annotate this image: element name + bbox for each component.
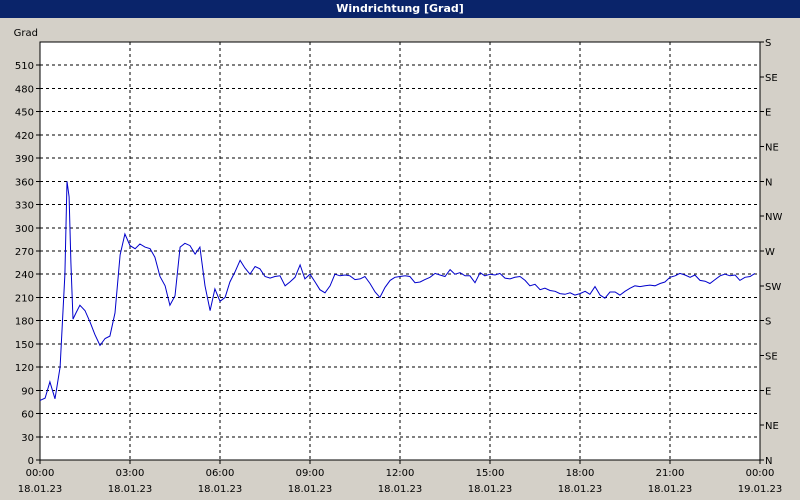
left-tick-label: 120 xyxy=(15,363,34,374)
x-tick-date: 18.01.23 xyxy=(558,484,603,495)
left-tick-label: 420 xyxy=(15,131,34,142)
left-tick-label: 240 xyxy=(15,270,34,281)
left-tick-label: 270 xyxy=(15,247,34,258)
right-tick-label: S xyxy=(765,317,771,328)
left-tick-label: 210 xyxy=(15,293,34,304)
right-tick-label: SW xyxy=(765,282,781,293)
x-tick-time: 09:00 xyxy=(296,468,325,479)
right-tick-label: W xyxy=(765,247,775,258)
x-tick-time: 03:00 xyxy=(116,468,145,479)
left-tick-label: 90 xyxy=(21,386,34,397)
x-tick-time: 21:00 xyxy=(656,468,685,479)
x-tick-time: 15:00 xyxy=(476,468,505,479)
series-line xyxy=(39,181,756,401)
x-axis: 00:00 18.01.23 03:00 18.01.23 06:00 18.01.23 0… xyxy=(18,460,783,495)
x-tick-time: 00:00 xyxy=(746,468,775,479)
right-tick-label: E xyxy=(765,108,771,119)
left-axis: 0 30 60 90 120 150 180 210 240 270 300 330 360 390 420… xyxy=(15,61,40,467)
left-tick-label: 180 xyxy=(15,317,34,328)
right-tick-label: SE xyxy=(765,73,778,84)
right-tick-label: NW xyxy=(765,212,782,223)
x-tick-date: 18.01.23 xyxy=(378,484,423,495)
left-tick-label: 330 xyxy=(15,201,34,212)
x-tick-time: 18:00 xyxy=(566,468,595,479)
left-tick-label: 60 xyxy=(21,410,34,421)
x-tick-date: 19.01.23 xyxy=(738,484,783,495)
window-title: Windrichtung [Grad] xyxy=(0,0,800,18)
right-tick-label: NE xyxy=(765,143,779,154)
wind-direction-chart: 0 30 60 90 120 150 180 210 240 270 300 330 360 390 420… xyxy=(0,18,800,500)
right-tick-label: N xyxy=(765,177,772,188)
left-tick-label: 300 xyxy=(15,224,34,235)
left-tick-label: 480 xyxy=(15,84,34,95)
x-tick-date: 18.01.23 xyxy=(468,484,513,495)
grid-lines xyxy=(40,42,760,460)
left-tick-label: 0 xyxy=(28,456,34,467)
left-tick-label: 150 xyxy=(15,340,34,351)
y-axis-label: Grad xyxy=(14,28,38,39)
right-tick-label: SE xyxy=(765,352,778,363)
x-tick-time: 06:00 xyxy=(206,468,235,479)
right-tick-label: NE xyxy=(765,421,779,432)
x-tick-date: 18.01.23 xyxy=(18,484,63,495)
left-tick-label: 30 xyxy=(21,433,34,444)
x-tick-date: 18.01.23 xyxy=(108,484,153,495)
x-tick-time: 00:00 xyxy=(26,468,55,479)
x-tick-date: 18.01.23 xyxy=(198,484,243,495)
left-tick-label: 390 xyxy=(15,154,34,165)
x-tick-date: 18.01.23 xyxy=(648,484,693,495)
right-tick-label: N xyxy=(765,456,772,467)
left-tick-label: 360 xyxy=(15,177,34,188)
right-axis: N NE E SE S SW W NW N NE E SE S xyxy=(760,38,782,467)
x-tick-time: 12:00 xyxy=(386,468,415,479)
right-tick-label: E xyxy=(765,386,771,397)
left-tick-label: 510 xyxy=(15,61,34,72)
left-tick-label: 450 xyxy=(15,108,34,119)
right-tick-label: S xyxy=(765,38,771,49)
x-tick-date: 18.01.23 xyxy=(288,484,333,495)
